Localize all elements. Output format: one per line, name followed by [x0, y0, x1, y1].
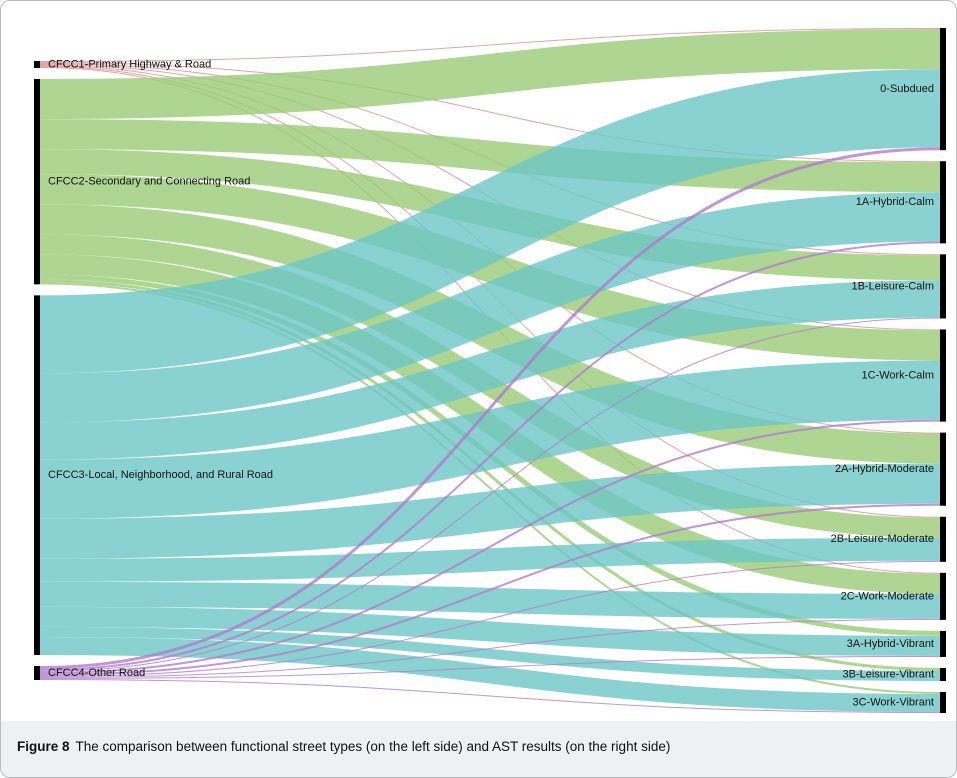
- node-label: 1A-Hybrid-Calm: [856, 196, 934, 208]
- node-label: 2A-Hybrid-Moderate: [835, 463, 934, 475]
- node-label: 3A-Hybrid-Vibrant: [847, 638, 934, 650]
- node: [940, 254, 946, 319]
- link: [39, 119, 941, 193]
- node: [940, 329, 946, 422]
- node-label: 3C-Work-Vibrant: [852, 696, 934, 708]
- node: [940, 432, 946, 506]
- link: [39, 678, 941, 713]
- link: [39, 655, 941, 679]
- link: [39, 419, 941, 674]
- link: [39, 636, 941, 712]
- node: [940, 691, 946, 713]
- node-label: CFCC2-Secondary and Connecting Road: [48, 176, 250, 188]
- caption: The comparison between functional street…: [75, 739, 671, 754]
- link: [39, 192, 941, 423]
- node: [940, 28, 946, 151]
- node-label: CFCC4-Other Road: [48, 667, 145, 679]
- link: [39, 69, 941, 374]
- link: [39, 581, 941, 619]
- node: [34, 295, 40, 655]
- node-label: 0-Subdued: [880, 83, 934, 95]
- chart: CFCC1-Primary Highway & Road CFCC2-Second…: [34, 28, 946, 713]
- node: [940, 667, 946, 681]
- node: [34, 665, 40, 680]
- link: [39, 29, 941, 120]
- node: [940, 161, 946, 244]
- node-label: 2C-Work-Moderate: [841, 590, 934, 602]
- link: [39, 241, 941, 671]
- caption-box: Figure 8 The comparison between functiona…: [1, 721, 956, 777]
- link: [39, 28, 941, 63]
- node-label: CFCC3-Local, Neighborhood, and Rural Roa…: [48, 469, 273, 481]
- link: [39, 560, 941, 677]
- node-label: CFCC1-Primary Highway & Road: [48, 58, 211, 70]
- link: [39, 317, 941, 672]
- node: [940, 630, 946, 657]
- link: [39, 174, 941, 361]
- caption-label: Figure 8: [17, 739, 70, 754]
- node-label: 1B-Leisure-Calm: [851, 280, 934, 292]
- link: [39, 606, 941, 656]
- link: [39, 280, 941, 460]
- node-label: 1C-Work-Calm: [861, 369, 934, 381]
- link: [39, 463, 941, 559]
- node: [940, 516, 946, 562]
- node-label: 2B-Leisure-Moderate: [831, 533, 934, 545]
- link: [39, 147, 941, 669]
- link: [39, 618, 941, 678]
- link: [39, 360, 941, 519]
- node: [34, 79, 40, 285]
- node: [940, 572, 946, 620]
- link: [39, 537, 941, 582]
- link: [39, 626, 941, 681]
- node: [34, 61, 40, 69]
- link: [39, 503, 941, 676]
- node-label: 3B-Leisure-Vibrant: [842, 668, 934, 680]
